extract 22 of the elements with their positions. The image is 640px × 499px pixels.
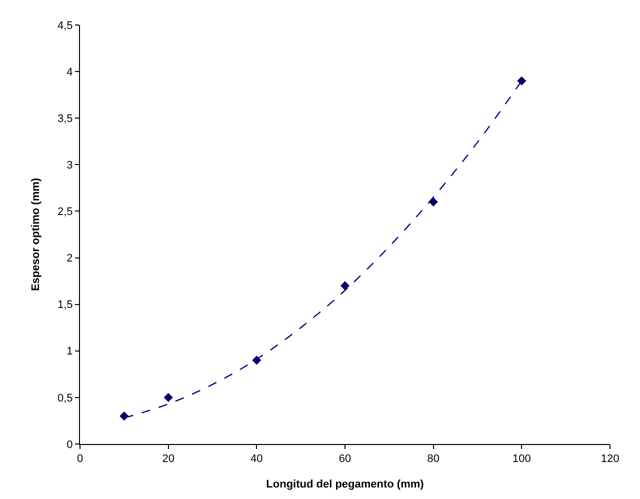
x-tick-label: 20 [162, 453, 174, 466]
y-tick-label: 4,5 [58, 20, 73, 32]
x-tick-label: 60 [338, 453, 352, 466]
y-tick-label: 4 [66, 66, 73, 78]
point [517, 76, 526, 86]
y-tick-label: 0 [66, 438, 73, 451]
y-tick-label: 2 [66, 252, 73, 265]
x-tick-label: 40 [250, 453, 263, 466]
y-tick-label: 1,5 [58, 299, 73, 312]
x-tick-label: 100 [512, 453, 531, 466]
x-tick-label: 80 [427, 453, 440, 466]
point [164, 392, 173, 402]
y-tick-label: 0,5 [58, 392, 73, 404]
point [340, 281, 350, 290]
y-axis-title: Espesor optimo (mm) [30, 178, 42, 292]
y-tick-label: 1 [66, 346, 73, 358]
x-tick-label: 0 [76, 453, 84, 466]
x-axis-title: Longitud del pegamento (mm) [266, 478, 424, 490]
y-tick-label: 3,5 [58, 112, 73, 125]
y-tick-label: 3 [66, 160, 73, 172]
y-tick-label: 2,5 [58, 206, 73, 218]
x-tick-label: 120 [600, 453, 620, 466]
